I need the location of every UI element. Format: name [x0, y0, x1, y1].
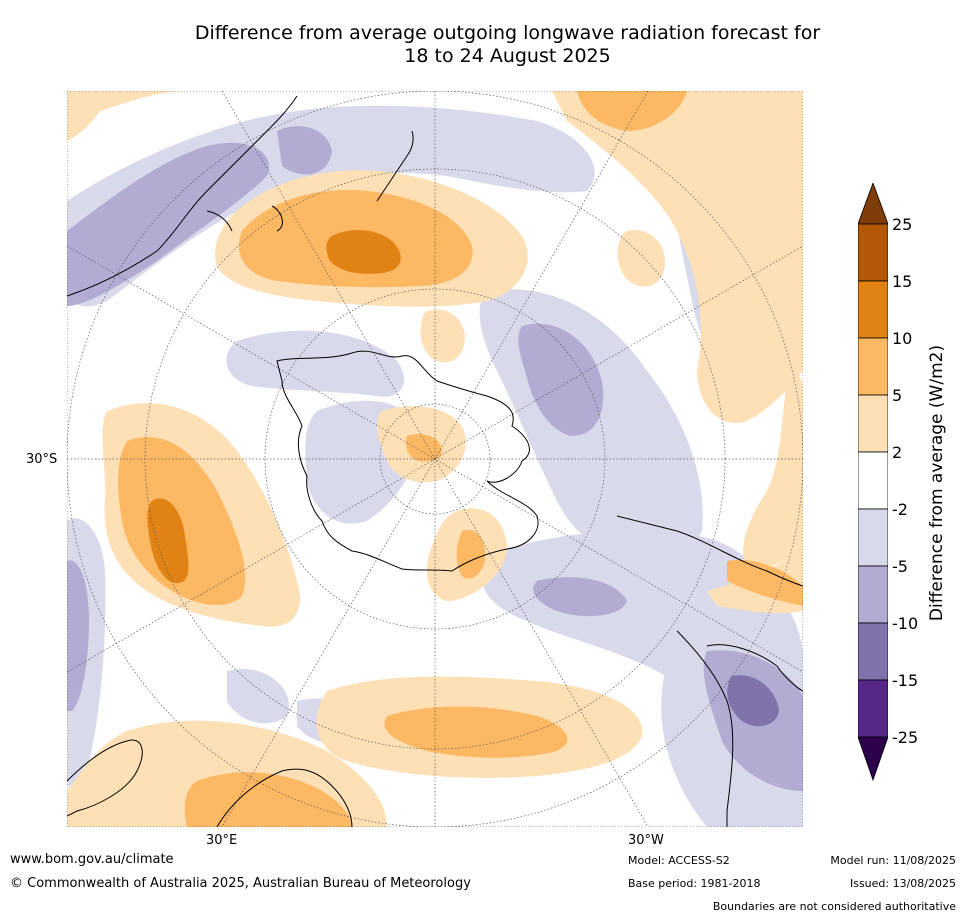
colorbar-seg-7	[857, 565, 889, 624]
lon-label-30e: 30°E	[206, 833, 238, 848]
colorbar-tick-neg5: -5	[892, 557, 908, 576]
colorbar-seg-9	[857, 679, 889, 738]
colorbar-tick-2: 2	[892, 443, 903, 462]
footer-model-run: Model run: 11/08/2025	[830, 854, 956, 867]
graticule	[67, 91, 803, 827]
footer-copyright: © Commonwealth of Australia 2025, Austra…	[10, 876, 471, 891]
colorbar-tick-10: 10	[892, 329, 913, 348]
title-line-2: 18 to 24 August 2025	[404, 45, 611, 67]
colorbar-tick-neg2: -2	[892, 500, 908, 519]
colorbar-seg-6	[857, 508, 889, 567]
positive-anomaly-regions	[67, 91, 803, 827]
footer-disclaimer: Boundaries are not considered authoritat…	[712, 900, 956, 913]
colorbar-svg	[857, 181, 889, 782]
colorbar-tick-15: 15	[892, 272, 913, 291]
colorbar	[857, 181, 889, 787]
polar-map	[67, 91, 803, 827]
colorbar-seg-8	[857, 622, 889, 681]
colorbar-tick-25: 25	[892, 215, 913, 234]
title-line-1: Difference from average outgoing longwav…	[194, 22, 821, 44]
colorbar-seg-2	[857, 280, 889, 339]
footer-model: Model: ACCESS-S2	[628, 854, 730, 867]
colorbar-seg-1	[857, 223, 889, 282]
colorbar-seg-5	[857, 451, 889, 510]
colorbar-seg-3	[857, 337, 889, 396]
chart-title: Difference from average outgoing longwav…	[0, 22, 965, 68]
colorbar-seg-0	[857, 181, 889, 225]
colorbar-tick-5: 5	[892, 386, 903, 405]
colorbar-tick-neg25: -25	[892, 728, 919, 747]
coastlines	[67, 95, 803, 827]
lat-label-30s: 30°S	[26, 452, 58, 467]
colorbar-tick-neg10: -10	[892, 614, 919, 633]
colorbar-title: Difference from average (W/m2)	[927, 344, 947, 622]
colorbar-seg-10	[857, 736, 889, 782]
colorbar-tick-neg15: -15	[892, 671, 919, 690]
map-svg	[67, 91, 803, 827]
footer-issued: Issued: 13/08/2025	[849, 877, 956, 890]
footer-base-period: Base period: 1981-2018	[628, 877, 761, 890]
footer-url[interactable]: www.bom.gov.au/climate	[10, 852, 174, 867]
lon-label-30w: 30°W	[628, 833, 664, 848]
colorbar-seg-4	[857, 394, 889, 453]
